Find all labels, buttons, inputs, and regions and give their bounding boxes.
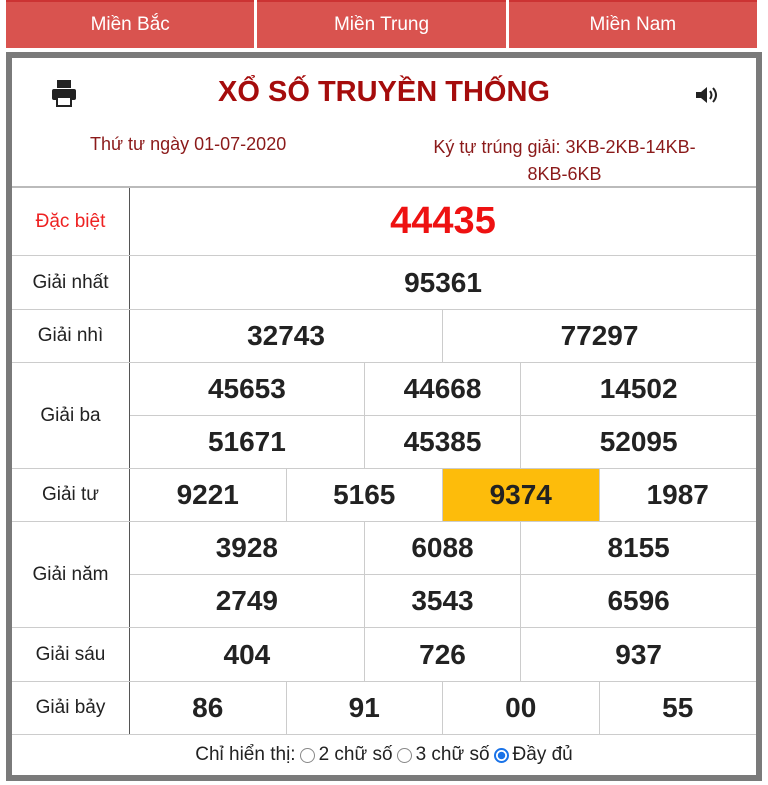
- prize-number: 14502: [599, 373, 678, 404]
- display-options: Chỉ hiển thị: 2 chữ số 3 chữ số Đầy đủ: [12, 735, 756, 775]
- radio-3-digits[interactable]: [396, 747, 412, 763]
- prize-number: 726: [365, 628, 522, 681]
- tab-mien-trung[interactable]: Miền Trung: [257, 0, 506, 48]
- row-giai-nam: Giải năm 3928 6088 8155 2749 3543 6596: [12, 522, 756, 628]
- prize-number: 44435: [390, 200, 496, 242]
- prize-number: 6596: [607, 585, 670, 616]
- prize-number: 3928: [130, 522, 365, 574]
- row-giai-bay: Giải bảy 86 91 00 55: [12, 682, 756, 735]
- option-2-digits-label[interactable]: 2 chữ số: [318, 744, 393, 765]
- prize-number: 32743: [130, 310, 443, 362]
- prize-number: 3543: [365, 575, 522, 627]
- prize-number: 51671: [130, 416, 365, 468]
- radio-full[interactable]: [493, 747, 509, 763]
- region-tabs: Miền Bắc Miền Trung Miền Nam: [6, 0, 757, 48]
- row-giai-nhi: Giải nhì 32743 77297: [12, 310, 756, 363]
- prize-number: 9221: [130, 469, 287, 521]
- prize-number: 77297: [560, 320, 639, 351]
- prize-number: 404: [130, 628, 365, 681]
- draw-date: Thứ tư ngày 01-07-2020: [90, 134, 287, 154]
- prize-number: 1987: [646, 479, 709, 510]
- printer-icon[interactable]: [50, 78, 78, 108]
- prize-number-highlighted: 9374: [443, 469, 600, 521]
- display-label: Chỉ hiển thị:: [195, 744, 296, 765]
- prize-number: 44668: [365, 363, 522, 415]
- row-giai-ba: Giải ba 45653 44668 14502 51671 45385 52095: [12, 363, 756, 469]
- prize-number: 6088: [365, 522, 522, 574]
- row-giai-tu: Giải tư 9221 5165 9374 1987: [12, 469, 756, 522]
- radio-2-digits[interactable]: [299, 747, 315, 763]
- prize-code: Ký tự trúng giải: 3KB-2KB-14KB- 8KB-6KB: [407, 134, 722, 188]
- prize-label: Giải năm: [12, 522, 130, 627]
- option-full-label[interactable]: Đầy đủ: [512, 744, 573, 765]
- prize-number: 52095: [599, 426, 678, 457]
- prize-number: 937: [615, 638, 662, 670]
- tab-mien-bac[interactable]: Miền Bắc: [6, 0, 255, 48]
- prize-number: 45385: [365, 416, 522, 468]
- prize-label: Giải ba: [12, 363, 130, 468]
- prize-number: 45653: [130, 363, 365, 415]
- prize-label: Giải nhì: [12, 310, 130, 362]
- prize-number: 86: [130, 682, 287, 734]
- row-giai-sau: Giải sáu 404 726 937: [12, 628, 756, 682]
- prize-label: Giải sáu: [12, 628, 130, 681]
- prize-number: 8155: [607, 532, 670, 563]
- tab-mien-nam[interactable]: Miền Nam: [508, 0, 757, 48]
- row-giai-nhat: Giải nhất 95361: [12, 256, 756, 310]
- row-dac-biet: Đặc biệt 44435: [12, 188, 756, 256]
- prize-number: 2749: [130, 575, 365, 627]
- prize-number: 55: [662, 692, 694, 723]
- prize-number: 91: [287, 682, 443, 734]
- results-header: XỔ SỐ TRUYỀN THỐNG Thứ tư ngày 01-07-202…: [12, 58, 756, 188]
- prize-number: 95361: [404, 266, 482, 298]
- prize-label: Giải bảy: [12, 682, 130, 734]
- prize-number: 00: [443, 682, 600, 734]
- speaker-icon[interactable]: [694, 84, 720, 106]
- option-3-digits-label[interactable]: 3 chữ số: [415, 744, 490, 765]
- prize-code-line1: Ký tự trúng giải: 3KB-2KB-14KB-: [433, 137, 696, 157]
- prize-number: 5165: [287, 469, 443, 521]
- prize-code-line2: 8KB-6KB: [527, 164, 602, 184]
- prize-label: Giải nhất: [12, 256, 130, 309]
- page-title: XỔ SỐ TRUYỀN THỐNG: [218, 76, 550, 108]
- prize-label: Đặc biệt: [12, 188, 130, 255]
- prize-label: Giải tư: [12, 469, 130, 521]
- results-box: XỔ SỐ TRUYỀN THỐNG Thứ tư ngày 01-07-202…: [6, 52, 762, 781]
